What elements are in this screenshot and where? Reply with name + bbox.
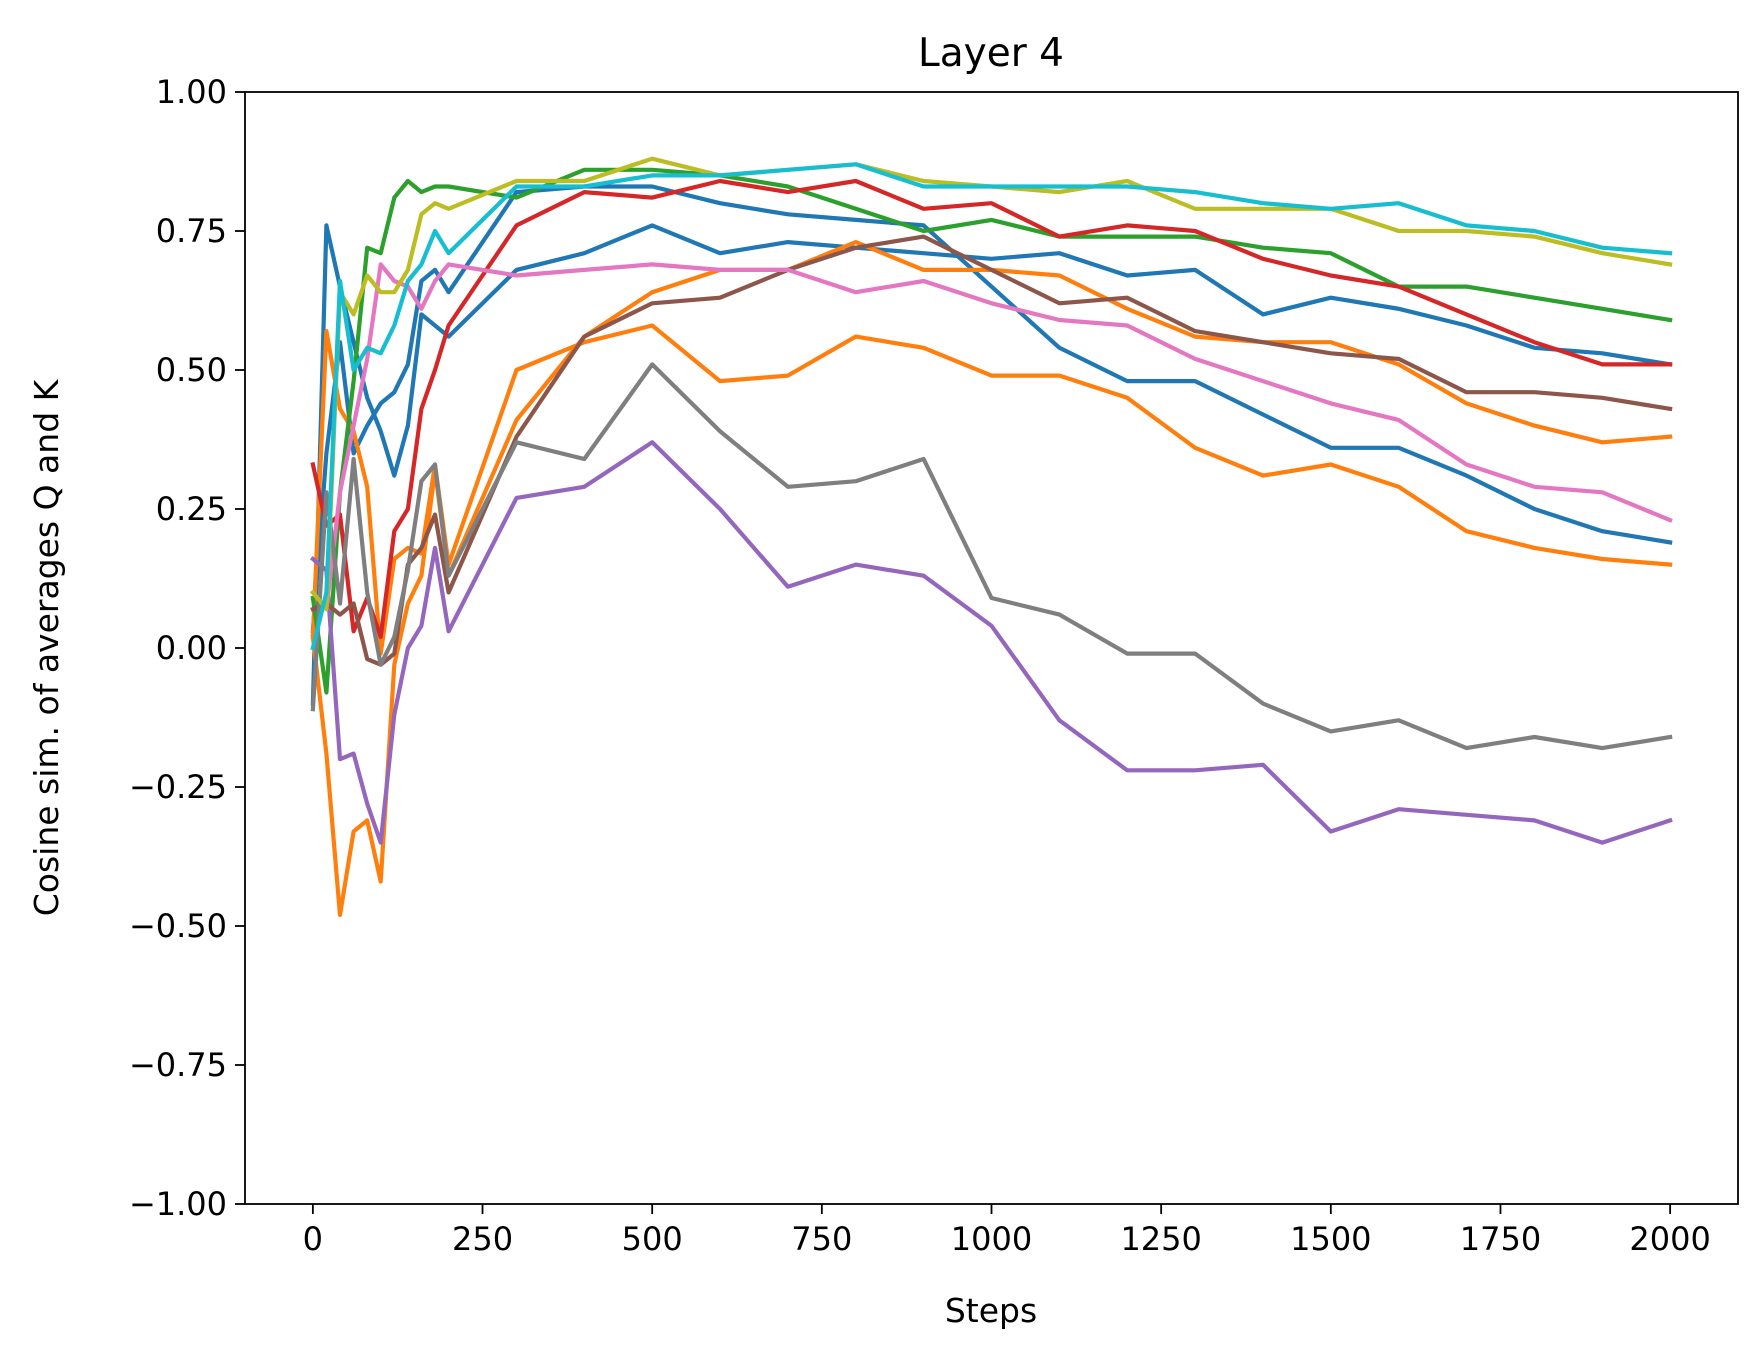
series-layer <box>309 156 1673 918</box>
y-tick-label: 0.50 <box>156 351 227 389</box>
y-axis-ticks: −1.00 −0.75 −0.50 −0.25 0.00 0.25 0.50 0.75 1.00 <box>129 73 245 1223</box>
y-axis-label: Cosine sim. of averages Q and K <box>27 378 66 916</box>
series-line-6 <box>310 178 1673 640</box>
x-tick-label: 1250 <box>1120 1220 1201 1258</box>
y-tick-label: 0.75 <box>156 212 227 250</box>
y-tick-label: −0.50 <box>129 907 227 945</box>
series-line-10 <box>310 362 1673 751</box>
y-tick-label: −0.25 <box>129 768 227 806</box>
x-tick-label: 2000 <box>1629 1220 1710 1258</box>
y-tick-label: −0.75 <box>129 1046 227 1084</box>
series-line-8 <box>310 234 1673 667</box>
series-line-2 <box>310 184 1673 634</box>
x-tick-label: 750 <box>791 1220 852 1258</box>
x-tick-label: 1000 <box>951 1220 1032 1258</box>
series-line-12 <box>310 162 1673 651</box>
series-line-9 <box>309 262 1673 612</box>
chart-title: Layer 4 <box>918 31 1064 76</box>
y-tick-label: 1.00 <box>156 73 227 111</box>
y-tick-label: −1.00 <box>129 1185 227 1223</box>
series-line-7 <box>309 440 1673 845</box>
x-axis-ticks: 0 250 500 750 1000 1250 1500 1750 2000 <box>303 1204 1711 1258</box>
series-line-3 <box>310 323 1673 656</box>
y-tick-label: 0.25 <box>156 490 227 528</box>
x-tick-label: 250 <box>452 1220 513 1258</box>
y-tick-label: 0.00 <box>156 629 227 667</box>
series-line-1 <box>310 223 1673 706</box>
x-tick-label: 1500 <box>1290 1220 1371 1258</box>
x-axis-label: Steps <box>945 1291 1037 1330</box>
x-tick-label: 500 <box>622 1220 683 1258</box>
x-tick-label: 0 <box>303 1220 323 1258</box>
plot-area <box>245 92 1738 1204</box>
x-tick-label: 1750 <box>1460 1220 1541 1258</box>
